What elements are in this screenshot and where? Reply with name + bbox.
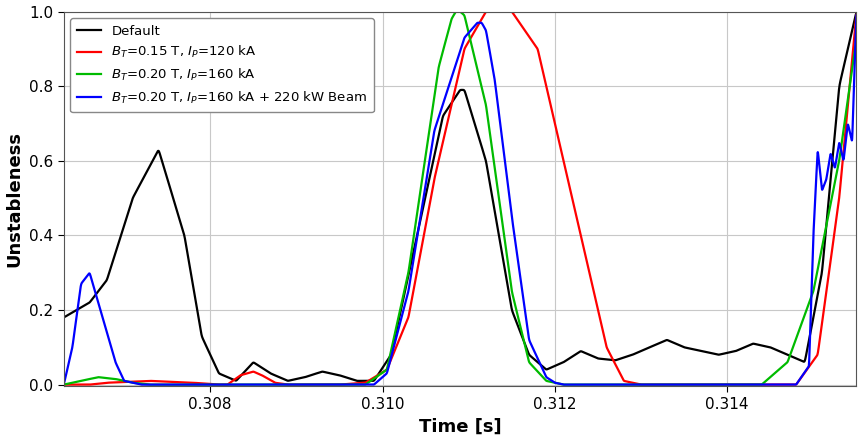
Default (573, 349, 584, 355)
$B_T$=0.15 T, $I_P$=120 kA (482, 9, 492, 14)
Default (851, 11, 861, 16)
$B_T$=0.15 T, $I_P$=120 kA (202, 381, 213, 386)
$B_T$=0.15 T, $I_P$=120 kA (361, 379, 371, 385)
$B_T$=0.20 T, $I_P$=160 kA (709, 382, 720, 387)
$B_T$=0.20 T, $I_P$=160 kA (534, 371, 544, 376)
$B_T$=0.15 T, $I_P$=120 kA (851, 12, 861, 18)
Default (59, 314, 69, 320)
$B_T$=0.20 T, $I_P$=160 kA + 220 kW Beam (362, 382, 372, 387)
$B_T$=0.20 T, $I_P$=160 kA + 220 kW Beam (851, 13, 861, 18)
$B_T$=0.20 T, $I_P$=160 kA (202, 382, 213, 387)
$B_T$=0.20 T, $I_P$=160 kA + 220 kW Beam (138, 382, 148, 387)
Line: Default: Default (64, 13, 856, 381)
Line: $B_T$=0.20 T, $I_P$=160 kA: $B_T$=0.20 T, $I_P$=160 kA (64, 11, 856, 385)
$B_T$=0.20 T, $I_P$=160 kA + 220 kW Beam (709, 382, 720, 387)
$B_T$=0.20 T, $I_P$=160 kA (851, 37, 861, 42)
$B_T$=0.15 T, $I_P$=120 kA (573, 227, 584, 232)
Default (709, 351, 720, 357)
Legend: Default, $B_T$=0.15 T, $I_P$=120 kA, $B_T$=0.20 T, $I_P$=160 kA, $B_T$=0.20 T, $: Default, $B_T$=0.15 T, $I_P$=120 kA, $B_… (71, 18, 374, 112)
Default (362, 378, 372, 384)
Line: $B_T$=0.20 T, $I_P$=160 kA + 220 kW Beam: $B_T$=0.20 T, $I_P$=160 kA + 220 kW Beam (64, 15, 856, 385)
$B_T$=0.20 T, $I_P$=160 kA + 220 kW Beam (202, 382, 213, 387)
$B_T$=0.20 T, $I_P$=160 kA (649, 382, 660, 387)
$B_T$=0.20 T, $I_P$=160 kA + 220 kW Beam (649, 382, 660, 387)
$B_T$=0.15 T, $I_P$=120 kA (709, 382, 720, 387)
Default (649, 342, 660, 348)
Default (202, 347, 213, 352)
Line: $B_T$=0.15 T, $I_P$=120 kA: $B_T$=0.15 T, $I_P$=120 kA (64, 11, 856, 385)
Default (354, 378, 364, 384)
$B_T$=0.20 T, $I_P$=160 kA (146, 382, 157, 387)
$B_T$=0.20 T, $I_P$=160 kA (573, 382, 584, 387)
X-axis label: Time [s]: Time [s] (418, 418, 501, 435)
Y-axis label: Unstableness: Unstableness (5, 131, 23, 267)
$B_T$=0.20 T, $I_P$=160 kA + 220 kW Beam (573, 382, 584, 387)
$B_T$=0.15 T, $I_P$=120 kA (649, 382, 660, 387)
$B_T$=0.20 T, $I_P$=160 kA + 220 kW Beam (59, 381, 69, 386)
$B_T$=0.20 T, $I_P$=160 kA + 220 kW Beam (534, 359, 544, 365)
$B_T$=0.20 T, $I_P$=160 kA (362, 381, 372, 386)
$B_T$=0.15 T, $I_P$=120 kA (59, 382, 69, 387)
$B_T$=0.15 T, $I_P$=120 kA (534, 53, 544, 59)
$B_T$=0.20 T, $I_P$=160 kA (452, 9, 462, 14)
Default (534, 361, 544, 366)
$B_T$=0.20 T, $I_P$=160 kA (59, 382, 69, 387)
